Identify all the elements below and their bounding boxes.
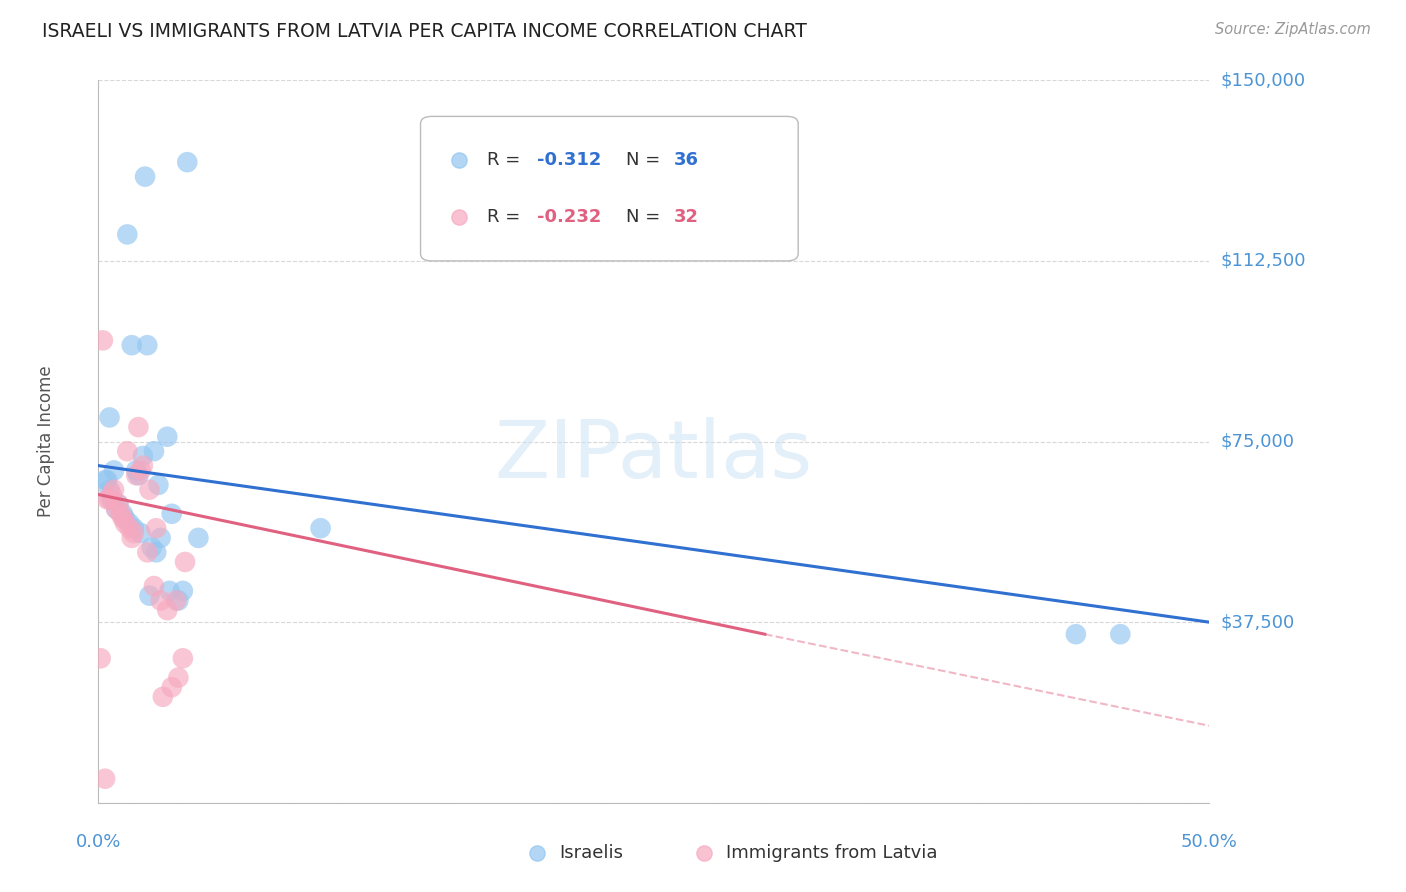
Point	[309, 521, 332, 535]
Point	[176, 155, 198, 169]
FancyBboxPatch shape	[420, 117, 799, 260]
Point	[111, 511, 134, 525]
Text: Per Capita Income: Per Capita Income	[37, 366, 55, 517]
Point	[118, 516, 141, 531]
Point	[111, 507, 134, 521]
Point	[148, 478, 170, 492]
Point	[132, 458, 155, 473]
Point	[103, 483, 125, 497]
Point	[187, 531, 209, 545]
Point	[149, 531, 172, 545]
Point	[122, 526, 145, 541]
Point	[96, 473, 118, 487]
Point	[136, 545, 159, 559]
Text: ZIPatlas: ZIPatlas	[495, 417, 813, 495]
Point	[129, 526, 152, 541]
Text: R =: R =	[486, 151, 526, 169]
Text: $75,000: $75,000	[1220, 433, 1295, 450]
Point	[156, 603, 179, 617]
Point	[143, 579, 166, 593]
Point	[94, 473, 117, 487]
Point	[1064, 627, 1087, 641]
Point	[138, 589, 160, 603]
Point	[167, 671, 190, 685]
Point	[159, 583, 181, 598]
Point	[100, 492, 122, 507]
Text: 50.0%: 50.0%	[1181, 833, 1237, 851]
Point	[160, 507, 183, 521]
Point	[98, 492, 121, 507]
Point	[127, 468, 149, 483]
Point	[100, 487, 122, 501]
Point	[121, 338, 143, 352]
Point	[1109, 627, 1132, 641]
Point	[94, 772, 117, 786]
Point	[127, 420, 149, 434]
Point	[114, 516, 136, 531]
Point	[96, 492, 118, 507]
Text: Immigrants from Latvia: Immigrants from Latvia	[725, 845, 938, 863]
Point	[105, 502, 128, 516]
Point	[107, 497, 129, 511]
Point	[117, 227, 139, 242]
Point	[122, 521, 145, 535]
Text: N =: N =	[626, 208, 666, 227]
Point	[145, 545, 167, 559]
Text: Source: ZipAtlas.com: Source: ZipAtlas.com	[1215, 22, 1371, 37]
Point	[91, 334, 114, 348]
Point	[141, 541, 163, 555]
Text: $37,500: $37,500	[1220, 613, 1295, 632]
Point	[134, 169, 156, 184]
Point	[172, 651, 194, 665]
Point	[125, 463, 148, 477]
Text: R =: R =	[486, 208, 526, 227]
Text: -0.232: -0.232	[537, 208, 602, 227]
Point	[138, 483, 160, 497]
Point	[145, 521, 167, 535]
Text: $150,000: $150,000	[1220, 71, 1305, 89]
Point	[98, 483, 121, 497]
Text: 0.0%: 0.0%	[76, 833, 121, 851]
Point	[121, 531, 143, 545]
Point	[136, 338, 159, 352]
Point	[172, 583, 194, 598]
Point	[98, 410, 121, 425]
Text: N =: N =	[626, 151, 666, 169]
Point	[167, 593, 190, 607]
Point	[132, 449, 155, 463]
Point	[118, 521, 141, 535]
Text: ISRAELI VS IMMIGRANTS FROM LATVIA PER CAPITA INCOME CORRELATION CHART: ISRAELI VS IMMIGRANTS FROM LATVIA PER CA…	[42, 22, 807, 41]
Point	[103, 463, 125, 477]
Point	[174, 555, 197, 569]
Point	[105, 502, 128, 516]
Text: -0.312: -0.312	[537, 151, 602, 169]
Point	[143, 444, 166, 458]
Point	[156, 430, 179, 444]
Point	[129, 463, 152, 477]
Point	[90, 651, 112, 665]
Point	[107, 497, 129, 511]
Point	[110, 507, 132, 521]
Point	[149, 593, 172, 607]
Text: 36: 36	[673, 151, 699, 169]
Point	[117, 444, 139, 458]
Text: Israelis: Israelis	[560, 845, 623, 863]
Point	[160, 680, 183, 694]
Point	[152, 690, 174, 704]
Text: $112,500: $112,500	[1220, 252, 1306, 270]
Point	[165, 593, 187, 607]
Text: 32: 32	[673, 208, 699, 227]
Point	[114, 511, 136, 525]
Point	[125, 468, 148, 483]
